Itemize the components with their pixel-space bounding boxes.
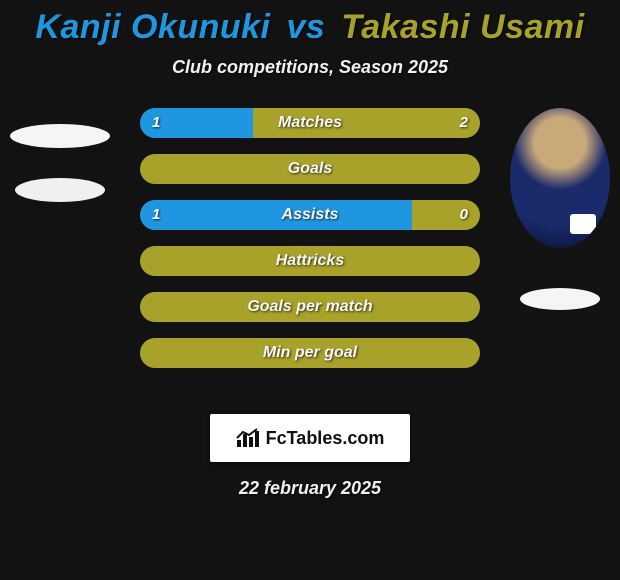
stat-seg-right (412, 200, 480, 230)
title-player1: Kanji Okunuki (35, 8, 270, 46)
player2-team-placeholder (520, 288, 600, 310)
main-area: 12MatchesGoals10AssistsHattricksGoals pe… (0, 108, 620, 408)
stat-value-left: 1 (152, 200, 160, 230)
branding-badge: FcTables.com (210, 414, 410, 462)
branding-chart-icon (236, 428, 260, 448)
stat-bar: Min per goal (140, 338, 480, 368)
stat-value-right: 0 (460, 200, 468, 230)
stat-bar: Goals per match (140, 292, 480, 322)
player2-avatar (510, 108, 610, 248)
stat-seg-right (140, 338, 480, 368)
stat-value-left: 1 (152, 108, 160, 138)
stat-bar: 10Assists (140, 200, 480, 230)
player1-avatar-placeholder (10, 124, 110, 148)
stat-bar: Hattricks (140, 246, 480, 276)
stat-seg-left (140, 200, 412, 230)
title-player2: Takashi Usami (341, 8, 584, 46)
player1-column (0, 108, 120, 202)
comparison-infographic: Kanji Okunuki vs Takashi Usami Club comp… (0, 0, 620, 580)
branding-text: FcTables.com (266, 428, 385, 449)
stat-seg-right (140, 246, 480, 276)
stat-seg-right (253, 108, 480, 138)
date-text: 22 february 2025 (0, 478, 620, 499)
player1-team-placeholder (15, 178, 105, 202)
stat-bar: 12Matches (140, 108, 480, 138)
stat-bars: 12MatchesGoals10AssistsHattricksGoals pe… (140, 108, 480, 384)
page-title: Kanji Okunuki vs Takashi Usami (0, 0, 620, 47)
stat-value-right: 2 (460, 108, 468, 138)
stat-seg-right (140, 292, 480, 322)
stat-bar: Goals (140, 154, 480, 184)
stat-seg-right (140, 154, 480, 184)
player2-column (500, 108, 620, 310)
subtitle: Club competitions, Season 2025 (0, 57, 620, 78)
title-vs: vs (286, 8, 325, 46)
